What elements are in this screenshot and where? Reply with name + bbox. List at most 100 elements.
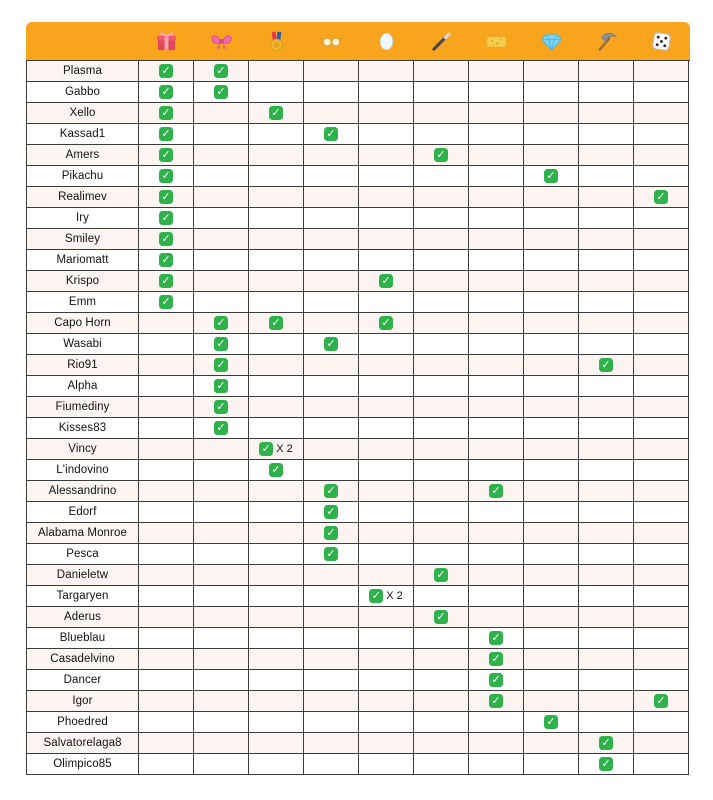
check-cell	[524, 439, 579, 460]
checkmark-icon: ✓	[654, 694, 668, 708]
check-cell: ✓	[469, 691, 524, 712]
table-header	[26, 22, 690, 60]
check-cell	[194, 628, 249, 649]
check-cell	[579, 82, 634, 103]
gift-icon	[155, 30, 178, 53]
check-cell	[139, 523, 194, 544]
check-cell	[414, 103, 469, 124]
checkmark-icon: ✓	[324, 505, 338, 519]
check-cell: ✓	[249, 313, 304, 334]
check-cell	[194, 712, 249, 733]
check-cell	[304, 670, 359, 691]
check-cell: ✓	[304, 481, 359, 502]
check-cell	[469, 712, 524, 733]
check-cell	[579, 187, 634, 208]
check-cell	[359, 208, 414, 229]
check-cell	[139, 439, 194, 460]
check-cell	[414, 313, 469, 334]
check-cell	[579, 313, 634, 334]
check-cell	[579, 250, 634, 271]
check-cell	[194, 733, 249, 754]
check-cell: ✓	[194, 334, 249, 355]
check-cell	[524, 82, 579, 103]
check-cell	[359, 292, 414, 313]
check-cell	[359, 502, 414, 523]
check-cell	[634, 502, 689, 523]
check-cell	[579, 166, 634, 187]
check-cell	[469, 607, 524, 628]
player-name: Casadelvino	[27, 649, 139, 670]
check-cell	[469, 586, 524, 607]
check-cell	[304, 607, 359, 628]
check-cell	[359, 250, 414, 271]
check-cell	[469, 418, 524, 439]
check-cell	[414, 397, 469, 418]
check-cell	[139, 586, 194, 607]
check-cell	[249, 61, 304, 82]
check-cell: ✓	[414, 565, 469, 586]
check-cell	[304, 460, 359, 481]
check-cell	[634, 460, 689, 481]
checkmark-icon: ✓	[214, 379, 228, 393]
table-row: Realimev ✓ ✓	[27, 187, 690, 208]
check-cell	[579, 103, 634, 124]
bow-icon	[210, 30, 233, 53]
table-row: Iry ✓	[27, 208, 690, 229]
player-name: Fiumediny	[27, 397, 139, 418]
check-cell	[524, 61, 579, 82]
check-cell	[304, 145, 359, 166]
check-cell	[524, 250, 579, 271]
sponge-icon	[485, 30, 508, 53]
check-cell	[579, 229, 634, 250]
check-cell	[304, 439, 359, 460]
check-cell	[194, 523, 249, 544]
check-cell	[469, 754, 524, 775]
check-cell	[359, 670, 414, 691]
check-cell	[249, 418, 304, 439]
check-cell	[579, 523, 634, 544]
check-cell	[524, 208, 579, 229]
check-cell	[249, 586, 304, 607]
table-row: Plasma ✓ ✓	[27, 61, 690, 82]
check-cell	[249, 187, 304, 208]
check-cell	[634, 544, 689, 565]
checkmark-icon: ✓	[159, 232, 173, 246]
check-cell	[524, 586, 579, 607]
check-cell	[249, 355, 304, 376]
check-cell: ✓	[139, 292, 194, 313]
check-cell	[524, 460, 579, 481]
multiplier-label: X 2	[386, 590, 403, 602]
player-name: Targaryen	[27, 586, 139, 607]
check-cell: ✓	[469, 628, 524, 649]
check-cell	[634, 649, 689, 670]
check-cell	[469, 271, 524, 292]
check-cell	[469, 61, 524, 82]
check-cell	[139, 565, 194, 586]
check-cell	[579, 670, 634, 691]
check-cell	[359, 649, 414, 670]
check-cell	[524, 502, 579, 523]
white-gem-icon	[375, 30, 398, 53]
check-cell: ✓	[249, 460, 304, 481]
check-cell	[469, 166, 524, 187]
check-cell	[414, 418, 469, 439]
check-cell	[469, 397, 524, 418]
check-cell	[414, 754, 469, 775]
check-cell	[194, 271, 249, 292]
check-cell	[414, 250, 469, 271]
player-name: Mariomatt	[27, 250, 139, 271]
check-cell	[139, 544, 194, 565]
check-cell	[634, 523, 689, 544]
check-cell	[304, 61, 359, 82]
table-row: L'indovino ✓	[27, 460, 690, 481]
check-cell	[469, 565, 524, 586]
check-cell	[634, 586, 689, 607]
check-cell: ✓	[249, 103, 304, 124]
check-cell	[414, 502, 469, 523]
check-cell	[414, 733, 469, 754]
player-name: Emm	[27, 292, 139, 313]
checkmark-icon: ✓	[159, 64, 173, 78]
table-row: Edorf ✓	[27, 502, 690, 523]
check-cell	[194, 544, 249, 565]
check-cell	[249, 166, 304, 187]
